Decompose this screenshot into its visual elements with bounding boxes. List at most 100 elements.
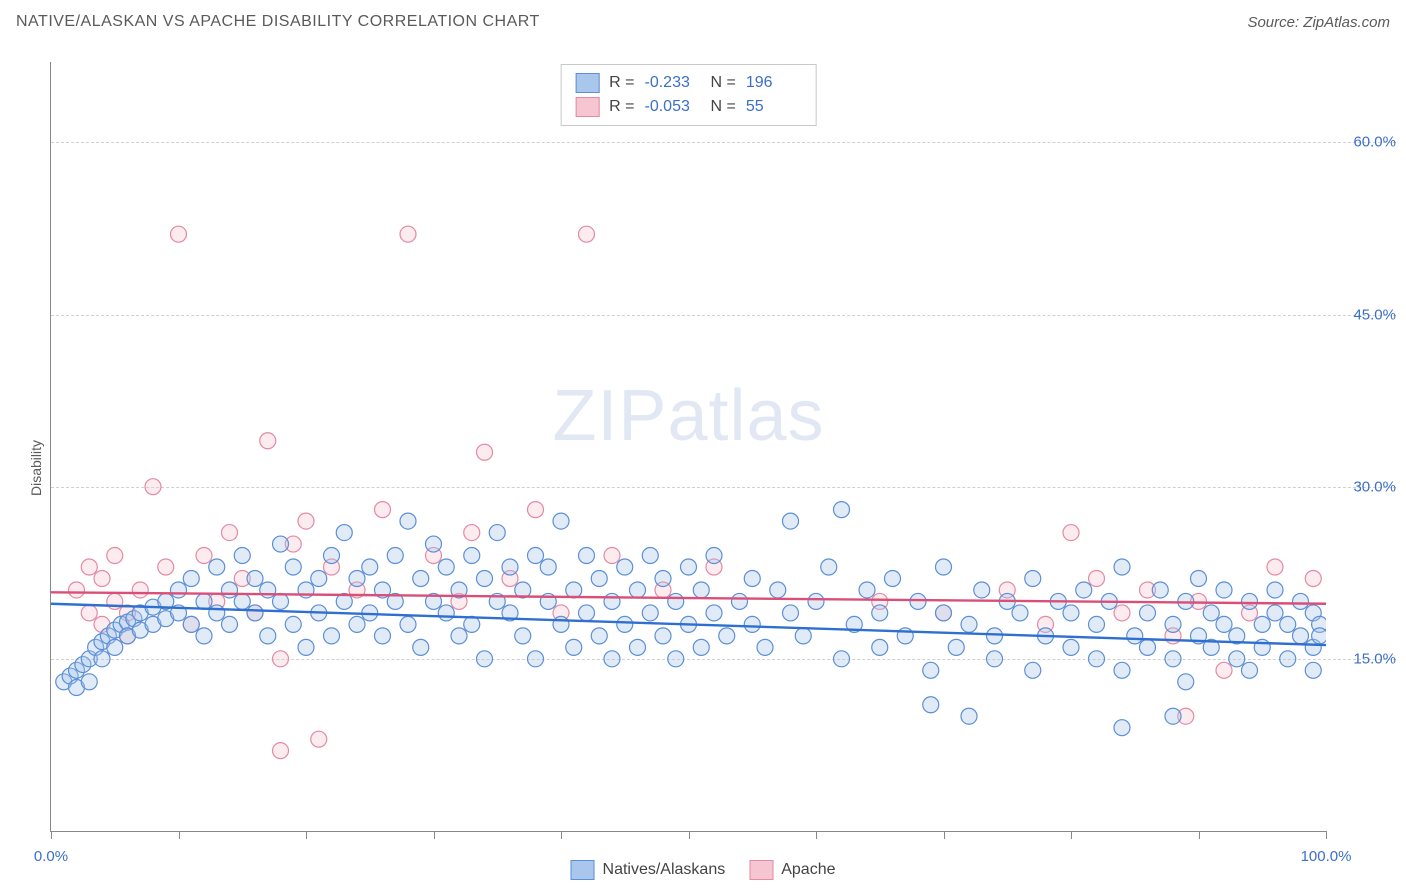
data-point (1114, 559, 1130, 575)
data-point (744, 616, 760, 632)
data-point (1305, 570, 1321, 586)
x-tick (944, 831, 945, 839)
data-point (1216, 582, 1232, 598)
data-point (923, 697, 939, 713)
data-point (273, 651, 289, 667)
x-tick (1326, 831, 1327, 839)
data-point (1140, 639, 1156, 655)
x-tick (51, 831, 52, 839)
data-point (1305, 662, 1321, 678)
data-point (783, 513, 799, 529)
data-point (1267, 559, 1283, 575)
data-point (936, 559, 952, 575)
data-point (464, 525, 480, 541)
data-point (349, 570, 365, 586)
data-point (1076, 582, 1092, 598)
data-point (1280, 616, 1296, 632)
data-point (464, 548, 480, 564)
data-point (209, 559, 225, 575)
data-point (1242, 593, 1258, 609)
data-point (1165, 651, 1181, 667)
data-point (1089, 651, 1105, 667)
x-tick (816, 831, 817, 839)
data-point (757, 639, 773, 655)
data-point (668, 651, 684, 667)
data-point (196, 593, 212, 609)
data-point (1127, 628, 1143, 644)
data-point (795, 628, 811, 644)
data-point (974, 582, 990, 598)
y-tick-label: 45.0% (1336, 306, 1396, 323)
data-point (630, 582, 646, 598)
data-point (1178, 674, 1194, 690)
x-tick (179, 831, 180, 839)
data-point (719, 628, 735, 644)
data-point (808, 593, 824, 609)
data-point (234, 593, 250, 609)
data-point (81, 559, 97, 575)
data-point (285, 559, 301, 575)
data-point (196, 628, 212, 644)
data-point (171, 226, 187, 242)
chart-title: NATIVE/ALASKAN VS APACHE DISABILITY CORR… (16, 13, 540, 31)
data-point (196, 548, 212, 564)
data-point (438, 559, 454, 575)
data-point (528, 502, 544, 518)
n-value: 196 (746, 71, 802, 95)
data-point (234, 548, 250, 564)
data-point (273, 593, 289, 609)
data-point (987, 651, 1003, 667)
data-point (1012, 605, 1028, 621)
data-point (413, 570, 429, 586)
data-point (94, 651, 110, 667)
data-point (591, 570, 607, 586)
data-point (158, 559, 174, 575)
data-point (1114, 605, 1130, 621)
data-point (948, 639, 964, 655)
data-point (706, 548, 722, 564)
data-point (566, 582, 582, 598)
data-point (579, 226, 595, 242)
legend-swatch (571, 860, 595, 880)
data-point (1025, 570, 1041, 586)
data-point (834, 502, 850, 518)
data-point (171, 582, 187, 598)
data-point (642, 605, 658, 621)
data-point (477, 444, 493, 460)
plot-area: ZIPatlas 15.0%30.0%45.0%60.0% 0.0%100.0%… (50, 62, 1326, 832)
data-point (1140, 605, 1156, 621)
data-point (744, 570, 760, 586)
data-point (183, 616, 199, 632)
x-tick (1071, 831, 1072, 839)
data-point (681, 559, 697, 575)
data-point (298, 513, 314, 529)
data-point (400, 616, 416, 632)
source-label: Source: ZipAtlas.com (1247, 14, 1390, 31)
data-point (1267, 605, 1283, 621)
data-point (604, 548, 620, 564)
data-point (375, 502, 391, 518)
data-point (987, 628, 1003, 644)
y-tick-label: 30.0% (1336, 478, 1396, 495)
data-point (923, 662, 939, 678)
data-point (336, 525, 352, 541)
x-tick (434, 831, 435, 839)
data-point (260, 582, 276, 598)
data-point (489, 525, 505, 541)
data-point (349, 616, 365, 632)
data-point (298, 639, 314, 655)
data-point (655, 628, 671, 644)
data-point (1216, 616, 1232, 632)
data-point (1191, 570, 1207, 586)
x-tick (561, 831, 562, 839)
data-point (222, 616, 238, 632)
data-point (260, 433, 276, 449)
legend-swatch (749, 860, 773, 880)
legend-item: Apache (749, 860, 835, 880)
data-point (502, 559, 518, 575)
x-tick-label: 0.0% (34, 848, 68, 865)
data-point (1063, 639, 1079, 655)
data-point (617, 559, 633, 575)
scatter-plot (51, 62, 1326, 831)
data-point (1293, 628, 1309, 644)
